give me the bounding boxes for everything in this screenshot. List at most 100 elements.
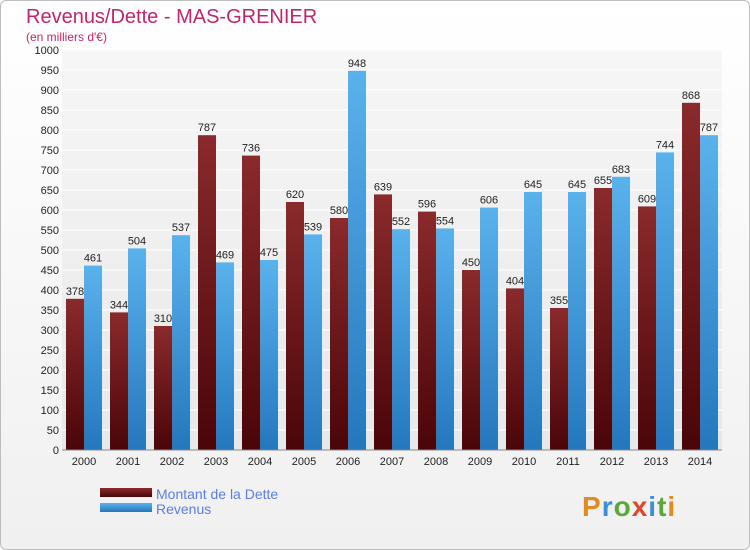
value-label: 355 <box>550 295 568 307</box>
logo-letter: t <box>657 491 667 522</box>
value-label: 404 <box>506 275 524 287</box>
revenus-bar <box>568 192 586 450</box>
revenus-bar <box>480 207 498 450</box>
y-tick-label: 750 <box>41 145 59 157</box>
x-tick-label: 2014 <box>688 456 712 468</box>
debt-bar <box>418 211 436 450</box>
y-tick-label: 800 <box>41 125 59 137</box>
revenus-bar <box>392 229 410 450</box>
revenus-bar <box>260 260 278 450</box>
debt-bar <box>242 155 260 450</box>
legend: Montant de la Dette Revenus <box>100 486 278 517</box>
logo-letter: o <box>614 491 632 522</box>
y-tick-label: 150 <box>41 385 59 397</box>
legend-label-debt: Montant de la Dette <box>156 486 278 502</box>
x-tick-label: 2007 <box>380 456 404 468</box>
debt-bar <box>638 206 656 450</box>
debt-bar <box>594 188 612 450</box>
value-label: 683 <box>612 164 630 176</box>
revenus-bar <box>656 152 674 450</box>
x-tick-label: 2012 <box>600 456 624 468</box>
y-tick-label: 550 <box>41 225 59 237</box>
value-label: 552 <box>392 216 410 228</box>
y-tick-label: 100 <box>41 405 59 417</box>
value-label: 655 <box>594 175 612 187</box>
y-tick-label: 450 <box>41 265 59 277</box>
value-label: 606 <box>480 195 498 207</box>
x-tick-label: 2003 <box>204 456 228 468</box>
debt-bar <box>110 312 128 450</box>
debt-bar <box>66 298 84 450</box>
value-label: 310 <box>154 313 172 325</box>
value-label: 596 <box>418 199 436 211</box>
value-label: 378 <box>66 286 84 298</box>
value-label: 736 <box>242 143 260 155</box>
y-tick-label: 1000 <box>35 45 59 57</box>
value-label: 475 <box>260 247 278 259</box>
debt-bar <box>198 135 216 450</box>
value-label: 504 <box>128 235 146 247</box>
y-tick-label: 900 <box>41 85 59 97</box>
value-label: 539 <box>304 221 322 233</box>
revenus-bar <box>436 228 454 450</box>
value-label: 948 <box>348 58 366 70</box>
x-tick-label: 2006 <box>336 456 360 468</box>
revenus-bar <box>128 248 146 450</box>
x-tick-label: 2004 <box>248 456 272 468</box>
value-label: 580 <box>330 205 348 217</box>
value-label: 744 <box>656 139 674 151</box>
value-label: 868 <box>682 90 700 102</box>
debt-bar <box>154 326 172 450</box>
debt-bar <box>506 288 524 450</box>
value-label: 537 <box>172 222 190 234</box>
debt-bar <box>374 194 392 450</box>
y-tick-label: 600 <box>41 205 59 217</box>
legend-swatch-revenus <box>100 503 152 512</box>
logo-letter: P <box>582 491 602 522</box>
y-axis-ticks: 0 50 100 150 200 250 300 350 400 450 500 550 600 650 7… <box>35 45 59 457</box>
revenus-bar <box>612 176 630 451</box>
y-tick-label: 650 <box>41 185 59 197</box>
x-tick-label: 2009 <box>468 456 492 468</box>
x-tick-label: 2001 <box>116 456 140 468</box>
logo-letter: x <box>632 491 649 522</box>
revenus-bar <box>84 265 102 450</box>
value-label: 639 <box>374 181 392 193</box>
logo-letter: r <box>602 491 614 522</box>
bars <box>66 70 718 451</box>
value-label: 645 <box>568 179 586 191</box>
debt-bar <box>330 218 348 450</box>
revenus-bar <box>700 135 718 450</box>
value-labels: 378 461 344 504 310 537 787 469 736 475 620 539 580 9… <box>66 58 718 325</box>
debt-bar <box>462 270 480 450</box>
value-label: 450 <box>462 257 480 269</box>
y-tick-label: 350 <box>41 305 59 317</box>
y-tick-label: 950 <box>41 65 59 77</box>
revenus-bar <box>524 192 542 450</box>
y-tick-label: 300 <box>41 325 59 337</box>
value-label: 554 <box>436 215 454 227</box>
y-tick-label: 250 <box>41 345 59 357</box>
proxiti-logo: Proxiti <box>582 491 676 522</box>
x-tick-label: 2005 <box>292 456 316 468</box>
debt-bar <box>682 102 700 451</box>
x-tick-label: 2000 <box>72 456 96 468</box>
chart-subtitle: (en milliers d'€) <box>26 30 107 44</box>
x-tick-label: 2011 <box>556 456 580 468</box>
revenus-bar <box>216 262 234 450</box>
y-tick-label: 400 <box>41 285 59 297</box>
value-label: 461 <box>84 253 102 265</box>
y-tick-label: 50 <box>47 425 59 437</box>
chart-title: Revenus/Dette - MAS-GRENIER <box>26 6 317 28</box>
y-tick-label: 500 <box>41 245 59 257</box>
y-tick-label: 200 <box>41 365 59 377</box>
value-label: 609 <box>638 193 656 205</box>
y-tick-label: 700 <box>41 165 59 177</box>
y-tick-label: 850 <box>41 105 59 117</box>
x-tick-label: 2008 <box>424 456 448 468</box>
x-tick-label: 2010 <box>512 456 536 468</box>
revenus-bar <box>172 235 190 450</box>
value-label: 344 <box>110 299 128 311</box>
x-tick-label: 2002 <box>160 456 184 468</box>
